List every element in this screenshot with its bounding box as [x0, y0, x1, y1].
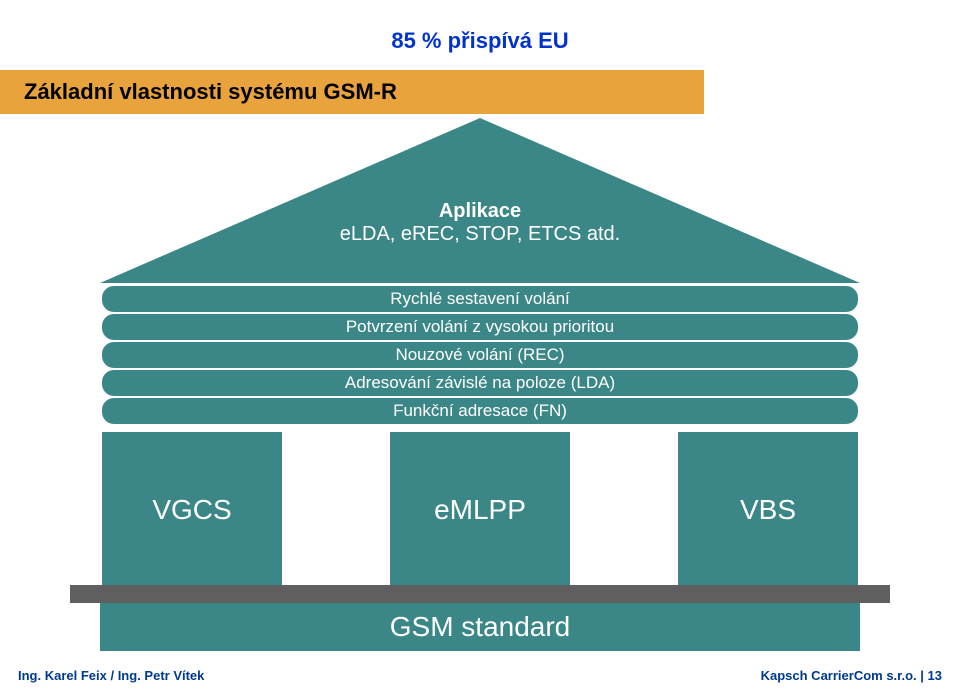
base-label: GSM standard — [100, 603, 860, 651]
base-bar — [70, 585, 890, 603]
pillar: eMLPP — [388, 430, 572, 589]
footer-left: Ing. Karel Feix / Ing. Petr Vítek — [18, 668, 204, 683]
title-text: Základní vlastnosti systému GSM-R — [24, 79, 397, 105]
feature-row: Funkční adresace (FN) — [100, 396, 860, 426]
header-top: 85 % přispívá EU — [0, 28, 960, 54]
footer-right-prefix: Kapsch CarrierCom s.r.o. | — [761, 668, 928, 683]
title-band: Základní vlastnosti systému GSM-R — [0, 70, 704, 114]
feature-row: Adresování závislé na poloze (LDA) — [100, 368, 860, 398]
pillar: VGCS — [100, 430, 284, 589]
features-block: Rychlé sestavení voláníPotvrzení volání … — [100, 284, 860, 424]
feature-row: Nouzové volání (REC) — [100, 340, 860, 370]
roof-line1: Aplikace — [0, 200, 960, 223]
roof-line2: eLDA, eREC, STOP, ETCS atd. — [0, 223, 960, 246]
footer: Ing. Karel Feix / Ing. Petr Vítek Kapsch… — [0, 668, 960, 688]
feature-row: Rychlé sestavení volání — [100, 284, 860, 314]
footer-right: Kapsch CarrierCom s.r.o. | 13 — [761, 668, 942, 683]
feature-row: Potvrzení volání z vysokou prioritou — [100, 312, 860, 342]
pillar: VBS — [676, 430, 860, 589]
footer-page: 13 — [928, 668, 942, 683]
roof-text: Aplikace eLDA, eREC, STOP, ETCS atd. — [0, 200, 960, 246]
pillars-row: VGCS eMLPP VBS — [100, 430, 860, 589]
